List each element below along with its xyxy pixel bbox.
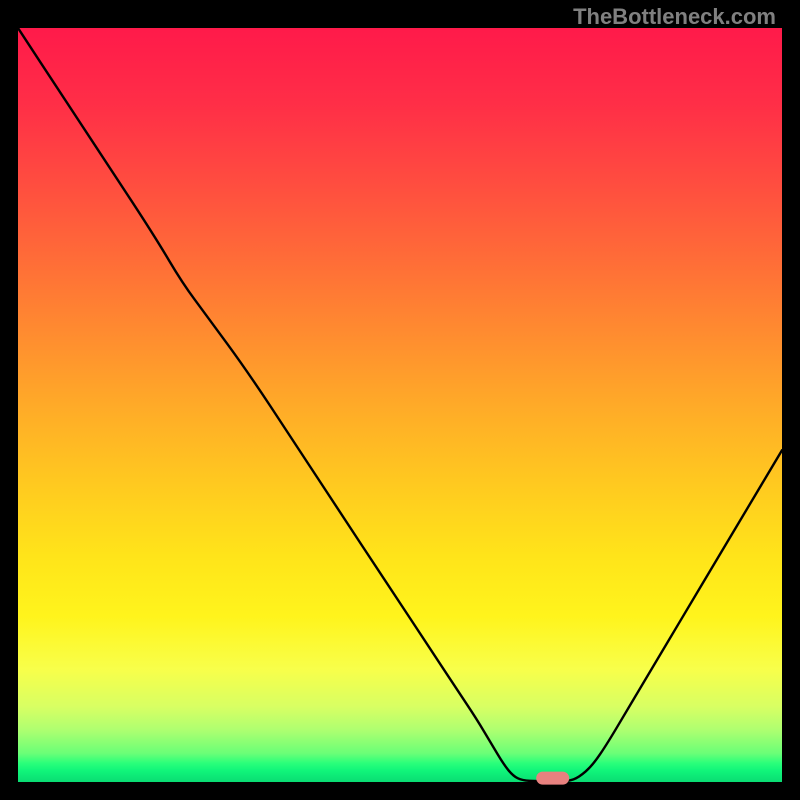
watermark-text: TheBottleneck.com [573, 4, 776, 30]
bottleneck-curve [18, 28, 782, 782]
optimal-marker [536, 772, 570, 785]
chart-container: { "watermark": { "text": "TheBottleneck.… [0, 0, 800, 800]
plot-area [18, 28, 782, 782]
